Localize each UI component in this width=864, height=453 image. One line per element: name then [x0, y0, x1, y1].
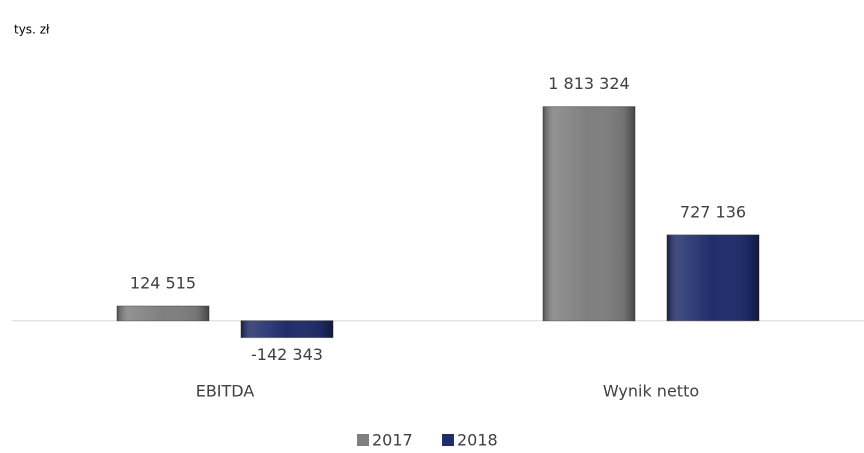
- unit-label: tys. zł: [14, 23, 50, 37]
- legend-swatch: [357, 434, 369, 446]
- value-label: 1 813 324: [548, 74, 629, 93]
- value-label: -142 343: [251, 345, 323, 364]
- value-label: 124 515: [130, 274, 196, 293]
- x-tick-label: Wynik netto: [603, 382, 699, 401]
- value-label: 727 136: [680, 202, 746, 221]
- legend-label: 2017: [372, 431, 413, 450]
- legend-swatch: [442, 434, 454, 446]
- bar: [116, 305, 210, 322]
- bar: [542, 106, 636, 322]
- x-tick-label: EBITDA: [196, 382, 255, 401]
- legend-label: 2018: [457, 431, 498, 450]
- bar: [240, 320, 334, 339]
- bar: [666, 234, 760, 322]
